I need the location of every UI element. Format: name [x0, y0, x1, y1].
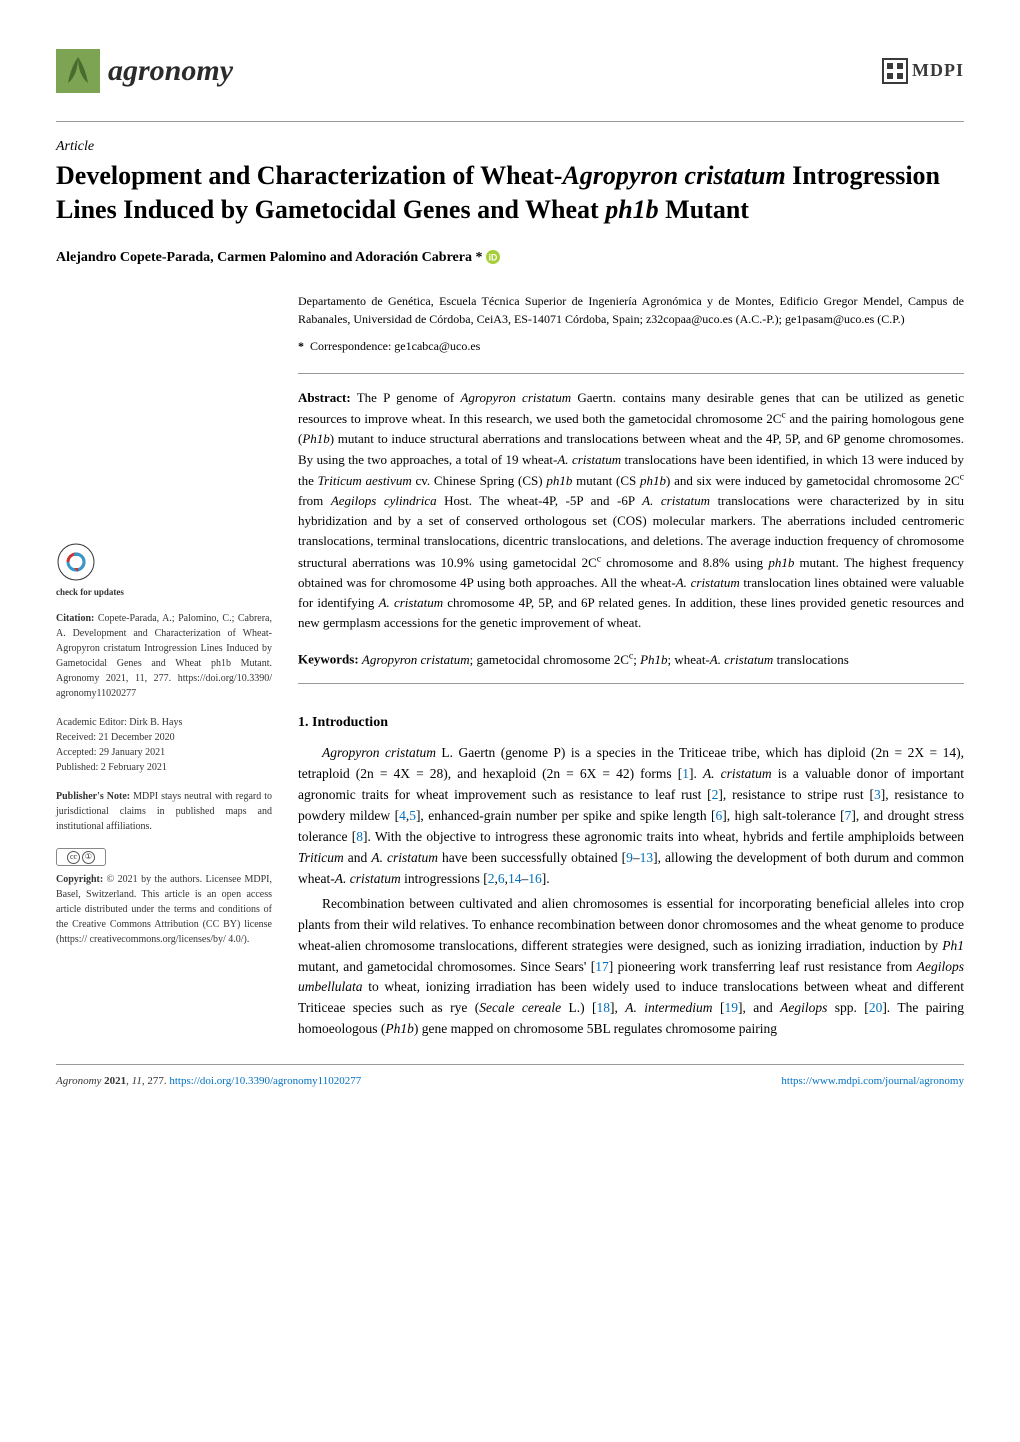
intro-para-2: Recombination between cultivated and ali…	[298, 894, 964, 1040]
academic-editor: Academic Editor: Dirk B. Hays	[56, 715, 272, 730]
header: agronomy MDPI	[56, 48, 964, 93]
footer-right: https://www.mdpi.com/journal/agronomy	[781, 1073, 964, 1090]
keywords: Keywords: Agropyron cristatum; gametocid…	[298, 649, 964, 684]
publisher-name: MDPI	[912, 57, 964, 84]
publishers-note-block: Publisher's Note: MDPI stays neutral wit…	[56, 789, 272, 834]
received-date: Received: 21 December 2020	[56, 730, 272, 745]
check-updates-icon	[56, 542, 96, 582]
agronomy-logo-icon	[56, 49, 100, 93]
correspondence: * Correspondence: ge1cabca@uco.es	[298, 337, 964, 355]
mdpi-icon	[882, 58, 908, 84]
article-type: Article	[56, 136, 964, 157]
orcid-icon[interactable]: iD	[486, 250, 500, 264]
journal-url-link[interactable]: https://www.mdpi.com/journal/agronomy	[781, 1075, 964, 1087]
intro-para-1: Agropyron cristatum L. Gaertn (genome P)…	[298, 743, 964, 889]
sidebar: check for updates Citation: Copete-Parad…	[56, 292, 272, 1045]
footer-left: Agronomy 2021, 11, 277. https://doi.org/…	[56, 1073, 361, 1090]
copyright-block: cc ① Copyright: © 2021 by the authors. L…	[56, 848, 272, 947]
authors-line: Alejandro Copete-Parada, Carmen Palomino…	[56, 247, 964, 268]
journal-logo: agronomy	[56, 48, 233, 93]
top-divider	[56, 121, 964, 122]
section-1-heading: 1. Introduction	[298, 712, 964, 733]
check-updates-label: check for updates	[56, 587, 272, 598]
article-title: Development and Characterization of Whea…	[56, 159, 964, 227]
journal-name: agronomy	[108, 48, 233, 93]
keywords-text: Agropyron cristatum; gametocidal chromos…	[359, 652, 849, 667]
keywords-label: Keywords:	[298, 652, 359, 667]
abstract-text: The P genome of Agropyron cristatum Gaer…	[298, 390, 964, 631]
cc-by-icon: cc ①	[56, 848, 106, 866]
citation-block: Citation: Copete-Parada, A.; Palomino, C…	[56, 611, 272, 701]
abstract-label: Abstract:	[298, 390, 351, 405]
abstract: Abstract: The P genome of Agropyron cris…	[298, 373, 964, 634]
accepted-date: Accepted: 29 January 2021	[56, 745, 272, 760]
svg-text:iD: iD	[489, 253, 498, 263]
check-for-updates[interactable]: check for updates	[56, 542, 272, 598]
footer: Agronomy 2021, 11, 277. https://doi.org/…	[56, 1064, 964, 1090]
affiliation: Departamento de Genética, Escuela Técnic…	[298, 292, 964, 329]
main-content: Departamento de Genética, Escuela Técnic…	[298, 292, 964, 1045]
published-date: Published: 2 February 2021	[56, 760, 272, 775]
dates-block: Academic Editor: Dirk B. Hays Received: …	[56, 715, 272, 775]
mdpi-logo: MDPI	[882, 57, 964, 84]
